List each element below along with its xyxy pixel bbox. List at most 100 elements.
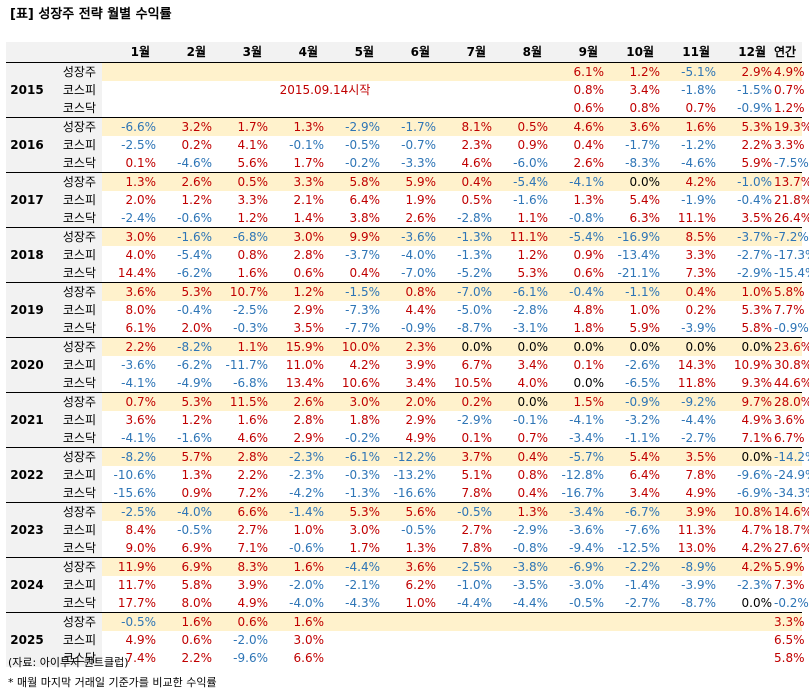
monthly-return-cell: 5.3%	[741, 303, 773, 317]
monthly-return-cell: 0.0%	[662, 337, 718, 356]
monthly-return-cell: -2.7%	[737, 248, 772, 262]
monthly-return-cell: 2.6%	[405, 211, 437, 225]
monthly-return-cell: 1.7%	[349, 541, 381, 555]
monthly-return-cell: 2.2%	[181, 651, 213, 665]
monthly-return-cell	[718, 649, 774, 667]
row-label: 코스피	[50, 246, 102, 264]
monthly-return-cell: -6.2%	[177, 266, 212, 280]
table-row: 코스피 2015.09.14시작 0.8% 3.4% -1.8% -1.5% 0.7%	[6, 81, 805, 99]
row-label: 코스닥	[50, 429, 102, 448]
monthly-return-cell: 0.0%	[573, 376, 605, 390]
table-row: 코스피 3.6% 1.2% 1.6% 2.8% 1.8% 2.9% -2.9% -0.1% -4.…	[6, 411, 805, 429]
monthly-return-cell: 0.9%	[181, 486, 213, 500]
monthly-return-cell: 10.7%	[214, 282, 270, 301]
year-block: 2025 성장주 -0.5% 1.6% 0.6% 1.6% 3.3% 코스피 4.9% 0.6% -…	[6, 612, 805, 667]
monthly-return-cell: -3.9%	[681, 321, 716, 335]
monthly-return-cell: -5.0%	[457, 303, 492, 317]
monthly-return-cell: -0.7%	[401, 138, 436, 152]
year-label: 2018	[6, 227, 50, 283]
monthly-return-cell	[326, 631, 382, 649]
table-row: 코스피 -10.6% 1.3% 2.2% -2.3% -0.3% -13.2% 5.1% 0.8…	[6, 466, 809, 484]
monthly-return-cell: 0.0%	[606, 172, 662, 191]
row-label: 코스닥	[50, 374, 102, 393]
monthly-return-cell: 2.2%	[741, 138, 773, 152]
monthly-return-cell: 1.6%	[662, 117, 718, 136]
year-block: 2020 성장주 2.2% -8.2% 1.1% 15.9% 10.0% 2.3% 0.0% 0.…	[6, 337, 809, 393]
monthly-return-cell: 6.2%	[405, 578, 437, 592]
monthly-return-cell: 2.1%	[293, 193, 325, 207]
monthly-return-cell	[326, 612, 382, 631]
monthly-return-cell: -0.3%	[345, 468, 380, 482]
year-block: 2024 성장주 11.9% 6.9% 8.3% 1.6% -4.4% 3.6% -2.5% -3…	[6, 557, 809, 613]
monthly-return-cell: 4.9%	[405, 431, 437, 445]
monthly-return-cell: -4.4%	[326, 557, 382, 576]
monthly-return-cell: 3.7%	[438, 447, 494, 466]
corner-cell	[6, 42, 50, 63]
monthly-return-cell: 0.6%	[573, 101, 605, 115]
monthly-return-cell: 5.3%	[326, 502, 382, 521]
monthly-return-cell: 0.0%	[438, 337, 494, 356]
monthly-return-cell: 0.8%	[517, 468, 549, 482]
annual-return-cell: 19.3%	[774, 117, 809, 136]
monthly-return-cell: -4.2%	[289, 486, 324, 500]
row-label: 코스닥	[50, 264, 102, 283]
monthly-return-cell: -1.0%	[718, 172, 774, 191]
monthly-return-cell: 4.9%	[685, 486, 717, 500]
monthly-return-cell: 2.2%	[237, 468, 269, 482]
monthly-return-cell: -1.9%	[681, 193, 716, 207]
monthly-return-cell: 1.8%	[349, 413, 381, 427]
monthly-return-cell: 5.9%	[741, 156, 773, 170]
monthly-return-cell: -1.6%	[177, 431, 212, 445]
table-row: 코스피 2.0% 1.2% 3.3% 2.1% 6.4% 1.9% 0.5% -1.6% 1.3%…	[6, 191, 809, 209]
source-note: (자료: 아이투자 퀀트클럽)	[8, 656, 129, 669]
table-row: 코스닥 9.0% 6.9% 7.1% -0.6% 1.7% 1.3% 7.8% -0.8% -9.…	[6, 539, 809, 558]
monthly-return-cell: -1.5%	[326, 282, 382, 301]
monthly-return-cell: 7.3%	[685, 266, 717, 280]
monthly-return-cell: -4.4%	[457, 596, 492, 610]
monthly-return-cell: -3.6%	[382, 227, 438, 246]
monthly-return-cell: 4.7%	[741, 523, 773, 537]
monthly-return-cell: 4.8%	[573, 303, 605, 317]
row-label: 코스닥	[50, 99, 102, 118]
monthly-return-cell: 1.5%	[550, 392, 606, 411]
monthly-return-cell: 3.0%	[270, 227, 326, 246]
monthly-return-cell: 2.0%	[125, 193, 157, 207]
monthly-return-cell: 5.8%	[741, 321, 773, 335]
monthly-return-cell: -4.9%	[177, 376, 212, 390]
monthly-return-cell: -9.2%	[662, 392, 718, 411]
row-label: 성장주	[50, 502, 102, 521]
monthly-return-cell: 2.3%	[382, 337, 438, 356]
monthly-return-cell: 1.2%	[606, 62, 662, 81]
monthly-return-cell: -12.2%	[382, 447, 438, 466]
monthly-return-cell: 9.7%	[718, 392, 774, 411]
year-label: 2025	[6, 612, 50, 667]
column-header: 3월	[214, 42, 270, 63]
monthly-return-cell: 2.7%	[237, 523, 269, 537]
table-row: 2018 성장주 3.0% -1.6% -6.8% 3.0% 9.9% -3.6% -1.3% 1…	[6, 227, 809, 283]
monthly-return-cell: 1.3%	[405, 541, 437, 555]
monthly-return-cell: 3.8%	[349, 211, 381, 225]
year-block: 2023 성장주 -2.5% -4.0% 6.6% -1.4% 5.3% 5.6% -0.5% 1…	[6, 502, 809, 558]
year-label: 2021	[6, 392, 50, 448]
annual-return-cell: 6.5%	[774, 633, 805, 647]
monthly-return-cell: -6.9%	[550, 557, 606, 576]
monthly-return-cell: 0.6%	[293, 266, 325, 280]
monthly-return-cell: 1.6%	[237, 266, 269, 280]
monthly-return-cell: 1.2%	[270, 282, 326, 301]
monthly-return-cell: 1.0%	[718, 282, 774, 301]
monthly-return-cell: 5.8%	[326, 172, 382, 191]
monthly-return-cell: -9.4%	[569, 541, 604, 555]
monthly-return-cell: -6.0%	[513, 156, 548, 170]
table-row: 코스닥 -4.1% -4.9% -6.8% 13.4% 10.6% 3.4% 10.5% 4.0…	[6, 374, 809, 393]
monthly-return-cell: 1.6%	[237, 413, 269, 427]
monthly-return-cell: 0.8%	[237, 248, 269, 262]
monthly-return-cell: -0.5%	[102, 612, 158, 631]
monthly-return-cell: -7.3%	[345, 303, 380, 317]
monthly-return-cell: -7.0%	[401, 266, 436, 280]
monthly-return-cell: -7.0%	[438, 282, 494, 301]
monthly-return-cell: -2.1%	[345, 578, 380, 592]
monthly-return-cell	[270, 62, 326, 81]
monthly-return-cell: 2.6%	[270, 392, 326, 411]
table-row: 코스닥 7.4% 2.2% -9.6% 6.6% 5.8%	[6, 649, 805, 667]
year-label: 2015	[6, 62, 50, 118]
